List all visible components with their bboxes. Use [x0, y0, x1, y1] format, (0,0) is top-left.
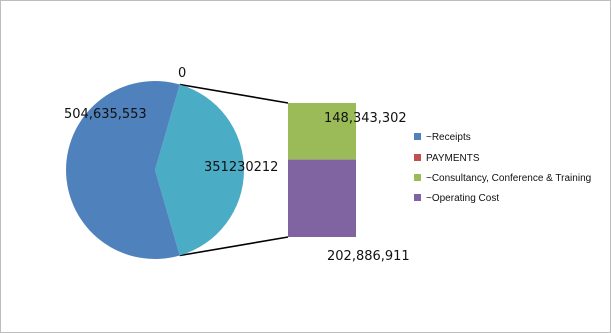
legend-swatch-receipts — [414, 133, 421, 140]
legend-label-consultancy: ~Consultancy, Conference & Training — [426, 173, 591, 184]
stacked-bar — [288, 103, 356, 237]
legend-swatch-payments — [414, 154, 421, 161]
legend-label-receipts: ~Receipts — [426, 132, 471, 143]
data-label-operating-cost: 202,886,911 — [327, 249, 410, 264]
bar-segment-operating-cost — [288, 159, 356, 237]
pie-slice-receipts — [66, 81, 180, 259]
data-label-receipts: 504,635,553 — [64, 107, 147, 122]
connector-lines — [179, 83, 289, 257]
pie — [66, 81, 245, 259]
data-label-payments: 0 — [178, 66, 186, 81]
data-label-consultancy: 148,343,302 — [324, 111, 407, 126]
legend-swatch-consultancy — [414, 174, 421, 181]
connector-line-bottom — [179, 236, 289, 257]
data-labels: 504,635,553 0 351230212 148,343,302 202,… — [64, 66, 410, 264]
legend: ~Receipts PAYMENTS ~Consultancy, Confere… — [414, 132, 591, 204]
legend-swatch-operating-cost — [414, 194, 421, 201]
connector-line-top — [179, 83, 289, 104]
bar-segment-consultancy-conference-training — [288, 103, 356, 160]
legend-label-operating-cost: ~Operating Cost — [426, 193, 499, 204]
pie-slice-other — [155, 84, 245, 256]
data-label-other: 351230212 — [204, 160, 278, 175]
legend-label-payments: PAYMENTS — [426, 153, 480, 164]
